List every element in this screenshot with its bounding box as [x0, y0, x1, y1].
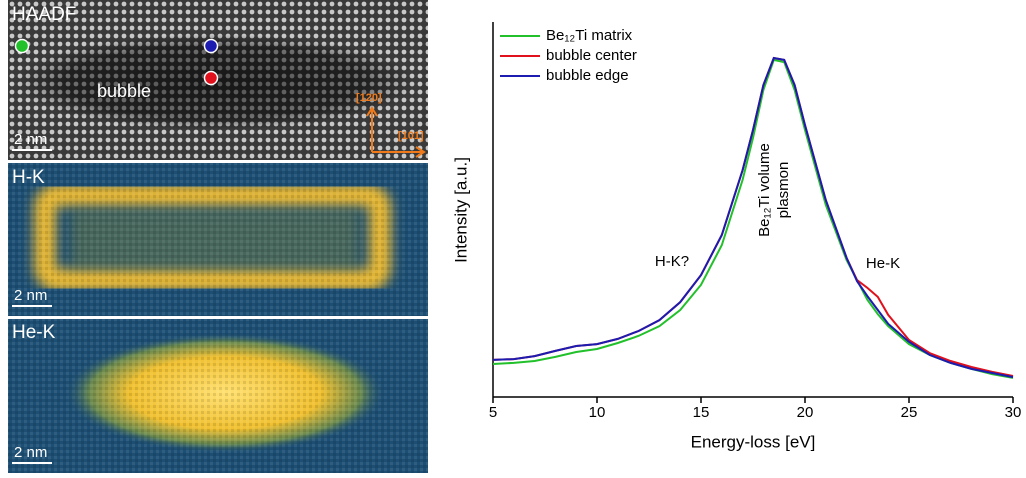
h-k-panel: H-K 2 nm: [8, 163, 428, 316]
annotation: He-K: [866, 255, 900, 272]
x-tick-label: 20: [797, 404, 814, 421]
x-tick-label: 10: [589, 404, 606, 421]
panel-label: He-K: [12, 322, 56, 343]
scale-bar: 2 nm: [14, 287, 47, 304]
series-line: [492, 58, 1014, 379]
y-axis-title: Intensity [a.u.]: [451, 157, 470, 263]
annotation: H-K?: [655, 253, 689, 270]
x-axis-title: Energy-loss [eV]: [691, 432, 816, 451]
panel-label: H-K: [12, 167, 45, 188]
legend-label: Be₁₂Ti matrix: [546, 27, 633, 44]
he-k-panel: He-K 2 nm: [8, 319, 428, 473]
legend-label: bubble edge: [546, 67, 629, 84]
annotation: bubble: [97, 81, 151, 101]
scale-bar: 2 nm: [14, 444, 47, 461]
x-tick-label: 30: [1005, 404, 1022, 421]
panel-label: HAADF: [12, 4, 76, 25]
legend-label: bubble center: [546, 47, 637, 64]
series-line: [492, 56, 1014, 377]
series-line: [492, 56, 1014, 379]
x-tick-label: 15: [693, 404, 710, 421]
direction-label: [120]: [356, 92, 382, 104]
direction-label: [101]: [398, 130, 424, 142]
x-tick-label: 25: [901, 404, 918, 421]
annotation: plasmon: [775, 162, 792, 219]
haadf-panel: HAADF bubble 2 nm [120] [101]: [8, 0, 428, 160]
x-tick-label: 5: [489, 404, 497, 421]
scale-bar: 2 nm: [14, 131, 47, 148]
annotation: Be₁₂Ti volume: [756, 143, 773, 237]
